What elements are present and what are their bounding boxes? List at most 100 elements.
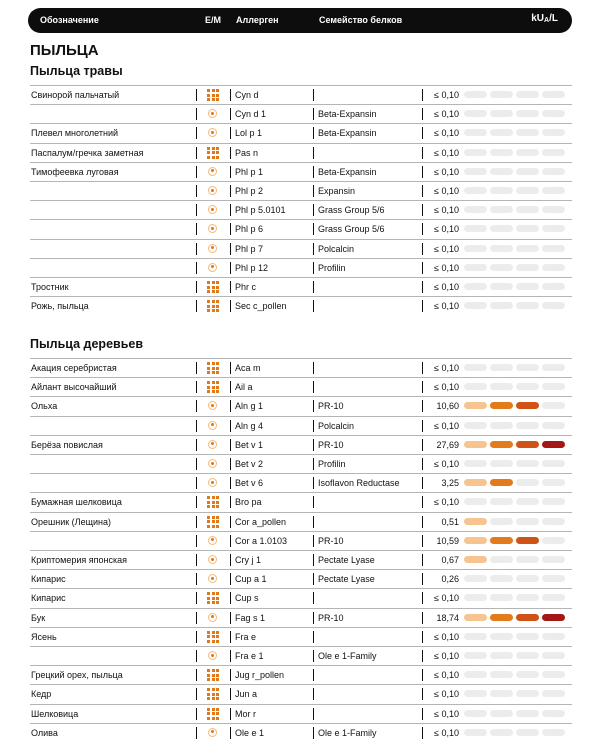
column-divider	[422, 630, 424, 643]
level-bar-segment	[464, 206, 487, 214]
result-value: ≤ 0,10	[434, 497, 459, 508]
column-divider	[230, 419, 232, 432]
column-divider	[422, 611, 424, 624]
level-bar-segment	[490, 440, 513, 448]
molecule-icon	[207, 458, 219, 470]
allergen-code: Cor a_pollen	[235, 516, 287, 527]
column-divider	[313, 650, 315, 662]
extract-icon	[207, 362, 219, 374]
column-header-protein-family: Семейство белков	[319, 15, 403, 25]
allergen-code: Ail a	[235, 382, 253, 393]
column-divider	[422, 515, 424, 528]
column-header-unit: kUA/L	[531, 13, 558, 24]
column-divider	[422, 381, 424, 394]
level-bar-segment	[542, 110, 565, 118]
level-bar-segment	[464, 671, 487, 679]
column-divider	[313, 127, 315, 140]
column-divider	[196, 669, 198, 682]
column-divider	[313, 204, 315, 217]
table-row: Бумажная шелковица Bro pa ≤ 0,10	[30, 492, 572, 511]
level-bar-segment	[490, 652, 513, 659]
column-divider	[313, 477, 315, 490]
level-bar-segment	[516, 302, 539, 310]
level-bar-segment	[490, 129, 513, 137]
molecule-icon	[207, 420, 219, 432]
level-bar-segment	[542, 498, 565, 506]
level-bar-segment	[490, 728, 513, 736]
level-bar-segment	[542, 148, 565, 156]
table-row: Ольха Aln g 1 PR-10 10,60	[30, 396, 572, 415]
result-value: ≤ 0,10	[434, 90, 459, 100]
level-bar-segment	[490, 383, 513, 391]
allergen-source-name: Берёза повислая	[31, 439, 103, 450]
level-bar-segment	[516, 594, 539, 602]
column-divider	[230, 611, 232, 624]
column-divider	[196, 573, 198, 586]
result-value: ≤ 0,10	[434, 382, 459, 393]
column-divider	[196, 496, 198, 509]
table-row: Phl p 12 Profilin ≤ 0,10	[30, 257, 572, 277]
column-divider	[196, 726, 198, 739]
column-divider	[196, 108, 198, 121]
column-header-em: E/M	[205, 15, 222, 25]
group-title: Пыльца деревьев	[30, 337, 144, 351]
level-bar-segment	[516, 709, 539, 717]
level-bar-segment	[542, 263, 565, 271]
allergen-code: Pas n	[235, 147, 259, 158]
level-bar-segment	[542, 402, 565, 410]
table-row: Phl p 5.0101 Grass Group 5/6 ≤ 0,10	[30, 200, 572, 219]
column-divider	[313, 592, 315, 605]
column-divider	[422, 477, 424, 490]
allergen-code: Lol p 1	[235, 128, 263, 139]
column-divider	[313, 400, 315, 413]
extract-icon	[207, 592, 219, 605]
column-divider	[313, 419, 315, 432]
result-value: 0,26	[441, 574, 459, 585]
level-bar-segment	[542, 671, 565, 679]
allergen-source-name: Грецкий орех, пыльца	[31, 670, 123, 681]
level-bar-segment	[516, 479, 539, 487]
allergen-source-name: Айлант высочайший	[31, 382, 117, 393]
level-bar-segment	[464, 575, 487, 583]
allergen-source-name: Ясень	[31, 631, 57, 642]
level-bar-segment	[542, 440, 565, 448]
column-divider	[196, 89, 198, 101]
column-divider	[196, 419, 198, 432]
table-row: Bet v 6 Isoflavon Reductase 3,25	[30, 473, 572, 492]
level-bar-segment	[490, 709, 513, 717]
level-bar-segment	[516, 613, 539, 621]
level-bar-segment	[542, 479, 565, 487]
column-divider	[422, 669, 424, 682]
allergen-code: Aln g 4	[235, 420, 264, 431]
table-row: Свинорой пальчатый Cyn d ≤ 0,10	[30, 85, 572, 104]
column-divider	[230, 362, 232, 374]
column-divider	[196, 458, 198, 470]
column-divider	[230, 515, 232, 528]
protein-family: Grass Group 5/6	[318, 224, 385, 235]
result-value: 0,51	[441, 516, 459, 527]
allergen-code: Jun a	[235, 689, 258, 700]
allergen-code: Mor r	[235, 708, 256, 719]
level-bar-segment	[542, 460, 565, 467]
level-bar-segment	[490, 671, 513, 679]
level-bar-segment	[464, 421, 487, 429]
column-divider	[422, 281, 424, 293]
extract-icon	[207, 89, 219, 101]
level-bar-segment	[542, 244, 565, 252]
level-bar-segment	[542, 728, 565, 736]
level-bar-segment	[490, 479, 513, 487]
allergen-code: Cyn d	[235, 90, 259, 100]
result-value: ≤ 0,10	[434, 224, 459, 235]
level-bar-segment	[490, 263, 513, 271]
column-divider	[422, 419, 424, 432]
allergen-code: Jug r_pollen	[235, 670, 285, 681]
protein-family: PR-10	[318, 535, 344, 546]
column-divider	[196, 165, 198, 178]
allergen-source-name: Криптомерия японская	[31, 555, 128, 565]
column-divider	[422, 554, 424, 566]
level-bar-segment	[464, 690, 487, 698]
allergen-code: Phr c	[235, 282, 257, 292]
level-bar-segment	[516, 517, 539, 525]
column-divider	[422, 707, 424, 720]
section-title: ПЫЛЬЦА	[30, 42, 99, 59]
